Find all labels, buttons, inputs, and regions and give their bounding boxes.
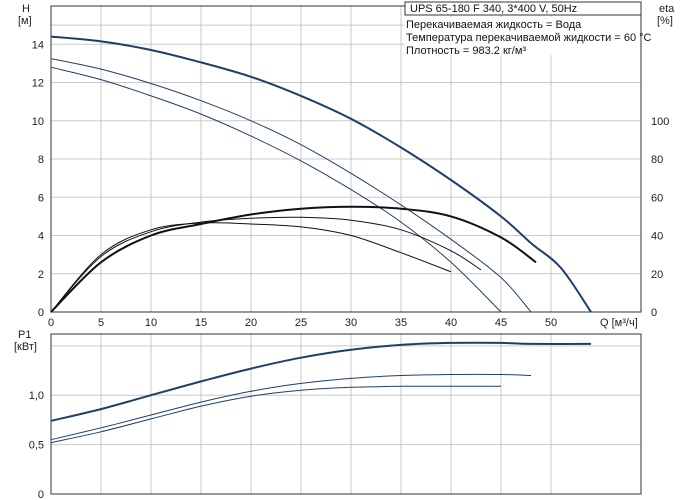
x-tick-label: 20	[245, 317, 257, 329]
head-tick-label: 8	[38, 154, 44, 166]
head-tick-label: 2	[38, 269, 44, 281]
eta-tick-label: 0	[651, 307, 657, 319]
x-tick-label: 0	[48, 317, 54, 329]
x-tick-label: 5	[98, 317, 104, 329]
tick-labels: 0 5 10 15 20 25 30 35 40 45 50 0 2 4 6 8 10 12 14 0 20 40 60 80…	[29, 39, 670, 500]
head-tick-label: 0	[38, 307, 44, 319]
power-curve	[50, 385, 501, 444]
info-box-bg	[404, 17, 640, 55]
eta-tick-label: 100	[651, 116, 669, 128]
eta-axis-title: eta [%]	[657, 3, 675, 27]
power-tick-label: 1,0	[29, 390, 44, 402]
power-plot-frame	[50, 333, 642, 495]
x-tick-label: 40	[445, 317, 457, 329]
info-line-liquid: Перекачиваемая жидкость = Вода	[406, 19, 582, 31]
x-tick-label: 35	[395, 317, 407, 329]
head-curve	[50, 58, 532, 313]
x-tick-label: 50	[545, 317, 557, 329]
power-tick-label: 0	[38, 489, 44, 500]
efficiency-curve	[50, 205, 537, 313]
title-box	[404, 1, 642, 16]
eta-tick-label: 20	[651, 269, 663, 281]
head-curve	[50, 66, 502, 313]
x-tick-label: 25	[295, 317, 307, 329]
head-tick-label: 6	[38, 192, 44, 204]
x-tick-label: 15	[195, 317, 207, 329]
power-plot-grid	[50, 334, 641, 494]
head-tick-label: 12	[32, 78, 44, 90]
efficiency-curve	[50, 216, 482, 313]
x-tick-label: 45	[495, 317, 507, 329]
chart-title: UPS 65-180 F 340, 3*400 V, 50Hz	[410, 3, 577, 15]
head-curve	[50, 35, 592, 313]
eta-tick-label: 40	[651, 231, 663, 243]
eta-tick-label: 60	[651, 192, 663, 204]
head-plot-grid	[50, 6, 641, 312]
power-curve	[50, 373, 532, 441]
head-tick-label: 10	[32, 116, 44, 128]
info-line-density: Плотность = 983.2 кг/м³	[406, 45, 526, 57]
curve-layer	[50, 35, 592, 444]
head-axis-title: H [м]	[18, 3, 32, 27]
x-tick-label: 10	[145, 317, 157, 329]
info-line-temperature: Температура перекачиваемой жидкости = 60…	[406, 32, 652, 44]
power-tick-label: 0,5	[29, 440, 44, 452]
power-curve	[50, 341, 592, 422]
power-axis-title: P1 [кВт]	[14, 329, 37, 353]
head-plot-frame	[50, 5, 642, 313]
efficiency-curve	[50, 222, 452, 313]
flow-axis-title: Q [м³/ч]	[600, 317, 638, 329]
eta-tick-label: 80	[651, 154, 663, 166]
head-tick-label: 4	[38, 231, 44, 243]
x-tick-label: 30	[345, 317, 357, 329]
head-tick-label: 14	[32, 39, 44, 51]
